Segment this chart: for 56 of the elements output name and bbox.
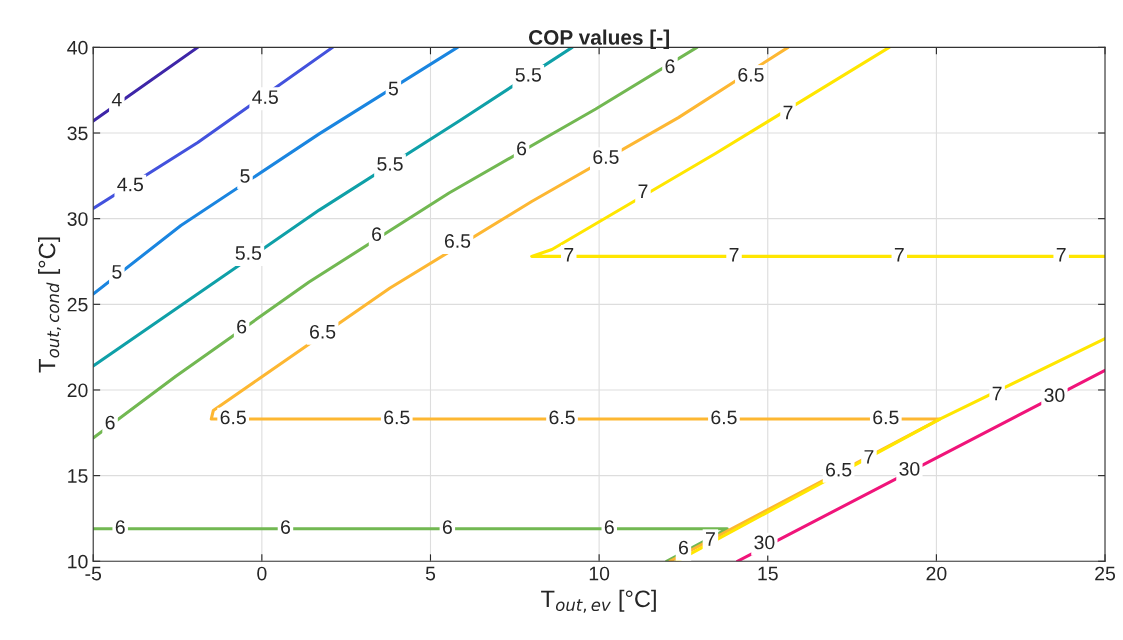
annotation: 6: [237, 319, 247, 334]
annotation: 5.5: [515, 68, 541, 82]
annotation: 7: [1056, 248, 1066, 262]
annotation: 6.5: [384, 410, 410, 425]
annotation: 6: [679, 540, 688, 555]
annotation: 6: [604, 520, 614, 534]
chart-title: COP values [-]: [528, 29, 669, 49]
annotation: 6.5: [711, 410, 737, 425]
annotation: 4: [111, 92, 122, 107]
annotation: 6.5: [593, 150, 619, 164]
annotation: 6: [517, 141, 527, 156]
annotation: 7: [783, 105, 793, 120]
annotation: 6: [442, 520, 452, 534]
annotation: 5: [240, 169, 250, 183]
annotation: 6.5: [549, 410, 575, 425]
x-tick-label: 15: [758, 566, 778, 581]
annotation: 6.5: [873, 410, 899, 425]
annotation: 7: [729, 248, 739, 262]
y-tick-label: 35: [67, 126, 88, 141]
annotation: 7: [864, 450, 874, 464]
annotation: 7: [894, 248, 904, 262]
x-tick-label: 20: [926, 566, 947, 581]
annotation: 4.5: [252, 90, 278, 104]
annotation: 6.5: [310, 324, 336, 339]
annotation: 5: [112, 265, 122, 279]
annotation: 6.5: [738, 67, 764, 82]
x-axis-title: T$_{out,ev}$ [°C]: [541, 589, 656, 613]
annotation: 6.5: [444, 234, 471, 248]
annotation: 7: [638, 184, 648, 198]
annotation: 30: [754, 535, 775, 550]
y-tick-label: 30: [67, 212, 88, 226]
x-tick-label: 0: [257, 566, 267, 581]
annotation: 6: [372, 227, 382, 242]
annotation: 6: [281, 520, 291, 534]
annotation: 6.5: [220, 410, 246, 425]
annotation: 6: [115, 520, 125, 534]
annotation: 7: [564, 248, 574, 262]
y-tick-label: 20: [67, 383, 88, 398]
x-tick-label: 10: [589, 566, 610, 581]
annotation: 5.5: [377, 157, 403, 171]
annotation: 7: [706, 532, 715, 546]
annotation: 5.5: [235, 246, 262, 260]
annotation: 6: [105, 415, 115, 430]
y-tick-label: 15: [68, 469, 88, 483]
annotation: 4.5: [117, 177, 144, 192]
annotation: 6: [665, 59, 675, 74]
annotation: 30: [899, 461, 920, 476]
y-tick-label: 25: [67, 297, 88, 312]
annotation: 7: [992, 386, 1002, 401]
annotation: 30: [1044, 388, 1065, 403]
annotation: 6.5: [826, 462, 852, 477]
x-tick-label: 5: [425, 566, 436, 581]
annotation: 5: [388, 81, 398, 96]
x-tick-label: 25: [1095, 566, 1116, 581]
y-axis-title: T$_{out,cond}$ [°C]: [38, 237, 61, 373]
y-tick-label: 40: [67, 40, 88, 55]
